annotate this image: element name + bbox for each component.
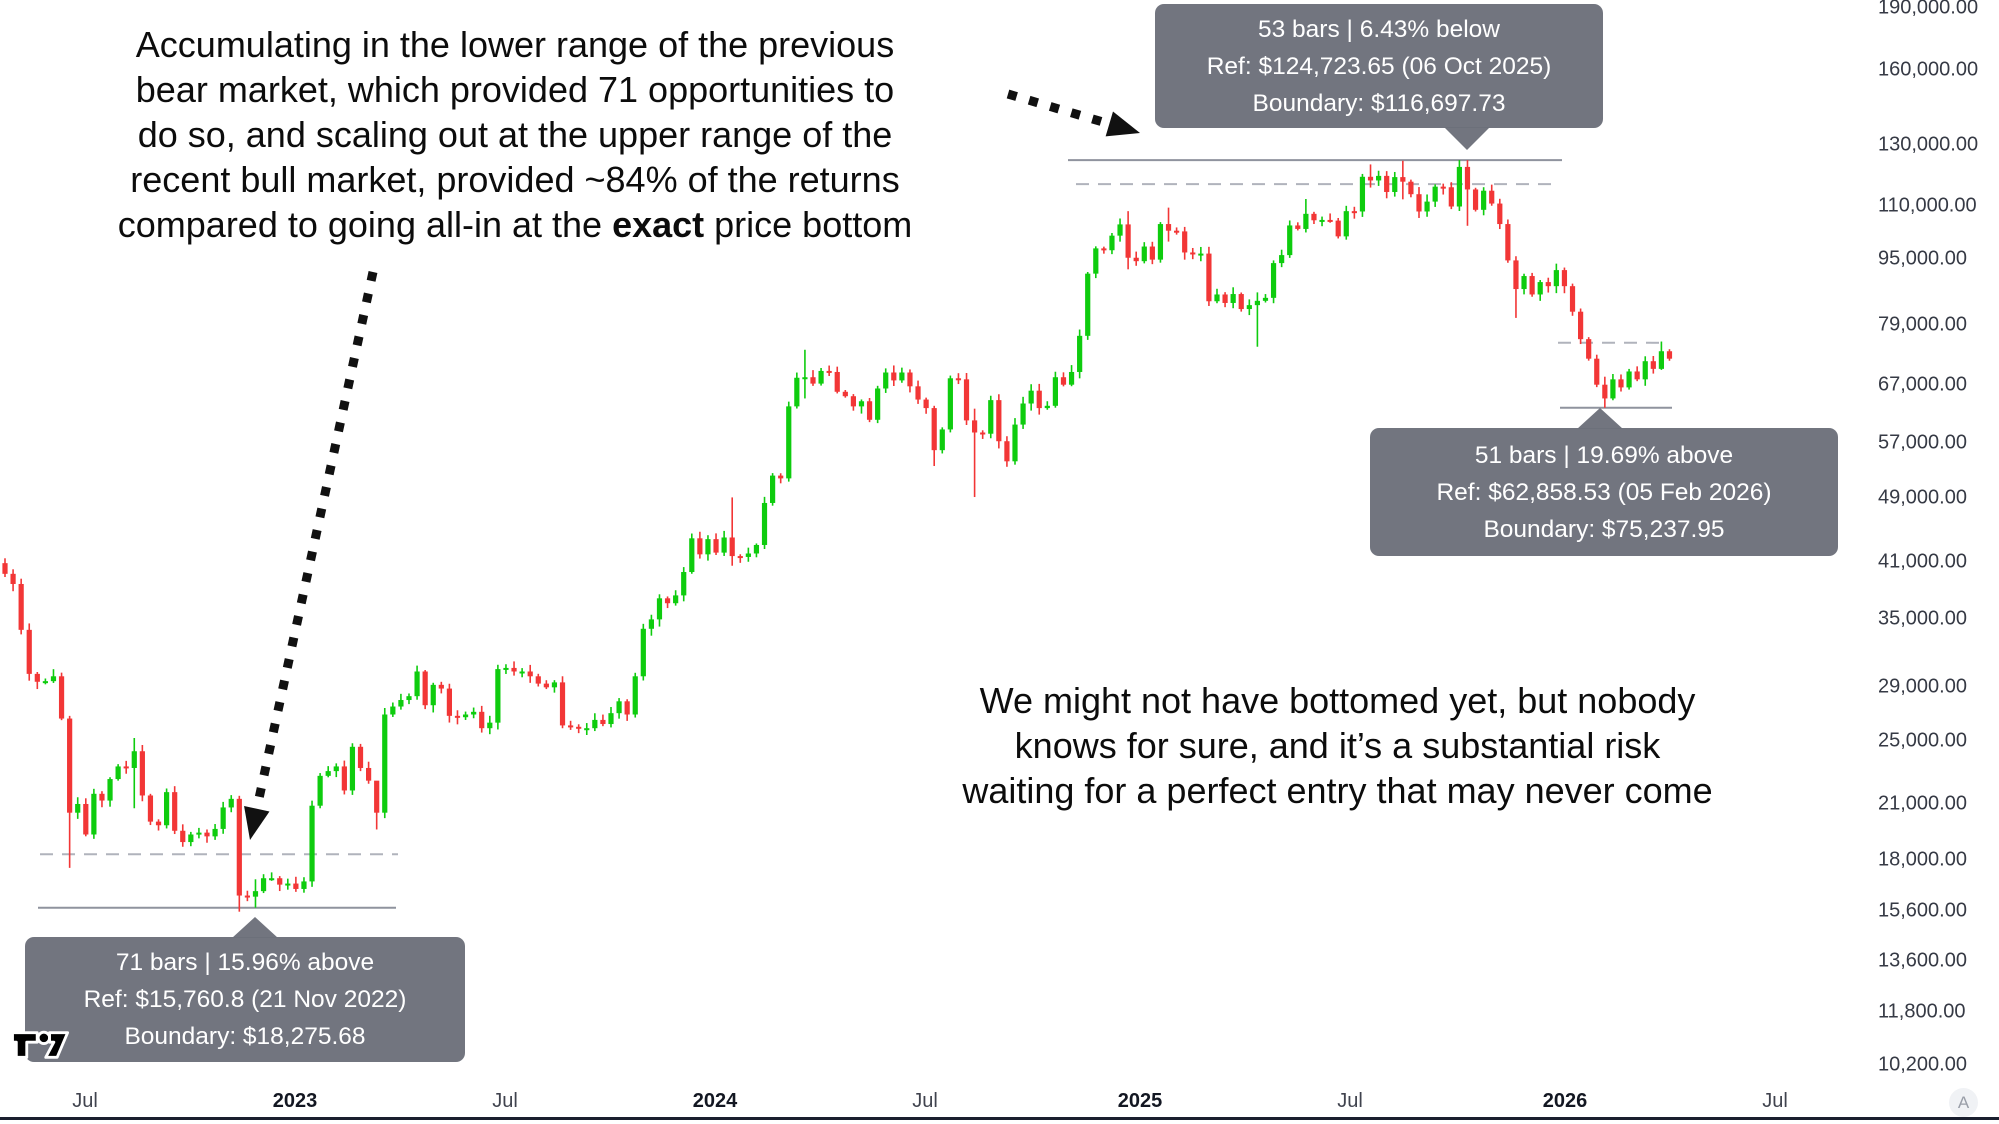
time-axis-label: 2023 xyxy=(272,1090,318,1112)
annotation-line: bear market, which provided 71 opportuni… xyxy=(135,69,895,110)
auto-scale-label: A xyxy=(1957,1092,1970,1112)
annotation-line: knows for sure, and it’s a substantial r… xyxy=(1014,725,1661,766)
dotted-arrow-shaft xyxy=(253,271,378,806)
annotation-line: do so, and scaling out at the upper rang… xyxy=(137,114,893,155)
measure-tooltip-right[interactable]: 51 bars | 19.69% above Ref: $62,858.53 (… xyxy=(1370,428,1838,556)
annotation-line: We might not have bottomed yet, but nobo… xyxy=(979,680,1696,721)
time-axis-label: Jul xyxy=(72,1090,98,1112)
tooltip-bars-line: 53 bars | 6.43% below xyxy=(1258,15,1500,43)
annotation-accumulation-note: Accumulating in the lower range of the p… xyxy=(10,22,1020,247)
time-axis-label: Jul xyxy=(912,1090,938,1112)
tooltip-bars-line: 71 bars | 15.96% above xyxy=(115,949,375,976)
tooltip-boundary-line: Boundary: $18,275.68 xyxy=(124,1023,366,1050)
annotation-bottom-risk-note: We might not have bottomed yet, but nobo… xyxy=(845,678,1830,813)
time-axis[interactable]: Jul 2023 Jul 2024 Jul 2025 Jul 2026 Jul xyxy=(0,1090,1999,1118)
tooltip-boundary-line: Boundary: $75,237.95 xyxy=(1483,515,1725,543)
time-axis-label: Jul xyxy=(1762,1090,1788,1112)
arrow-head-icon xyxy=(244,805,270,840)
tradingview-logo[interactable] xyxy=(10,1026,72,1064)
tooltip-ref-line: Ref: $62,858.53 (05 Feb 2026) xyxy=(1436,478,1772,506)
dotted-arrow-shaft xyxy=(1006,89,1107,128)
tooltip-bars-line: 51 bars | 19.69% above xyxy=(1474,441,1734,469)
auto-scale-badge[interactable]: A xyxy=(1949,1088,1978,1117)
annotation-line: Accumulating in the lower range of the p… xyxy=(135,24,895,65)
tooltip-pointer xyxy=(1444,127,1490,150)
time-axis-label: 2025 xyxy=(1117,1090,1163,1112)
candles-group xyxy=(2,160,1673,912)
tooltip-ref-line: Ref: $124,723.65 (06 Oct 2025) xyxy=(1206,52,1552,80)
annotation-line: waiting for a perfect entry that may nev… xyxy=(962,770,1713,811)
measure-tooltip-top[interactable]: 53 bars | 6.43% below Ref: $124,723.65 (… xyxy=(1155,4,1603,128)
tooltip-pointer xyxy=(232,917,278,938)
tooltip-pointer xyxy=(1577,408,1623,429)
annotation-line: recent bull market, provided ~84% of the… xyxy=(130,159,900,200)
tooltip-ref-line: Ref: $15,760.8 (21 Nov 2022) xyxy=(83,986,407,1013)
bottom-divider xyxy=(0,1117,1999,1120)
arrow-head-icon xyxy=(1105,111,1140,137)
time-axis-label: 2026 xyxy=(1542,1090,1588,1112)
tooltip-boundary-line: Boundary: $116,697.73 xyxy=(1252,89,1506,117)
measure-tooltip-bottom[interactable]: 71 bars | 15.96% above Ref: $15,760.8 (2… xyxy=(25,937,465,1062)
time-axis-label: Jul xyxy=(1337,1090,1363,1112)
time-axis-label: 2024 xyxy=(692,1090,738,1112)
annotation-line: compared to going all-in at the exact pr… xyxy=(117,204,913,245)
time-axis-label: Jul xyxy=(492,1090,518,1112)
